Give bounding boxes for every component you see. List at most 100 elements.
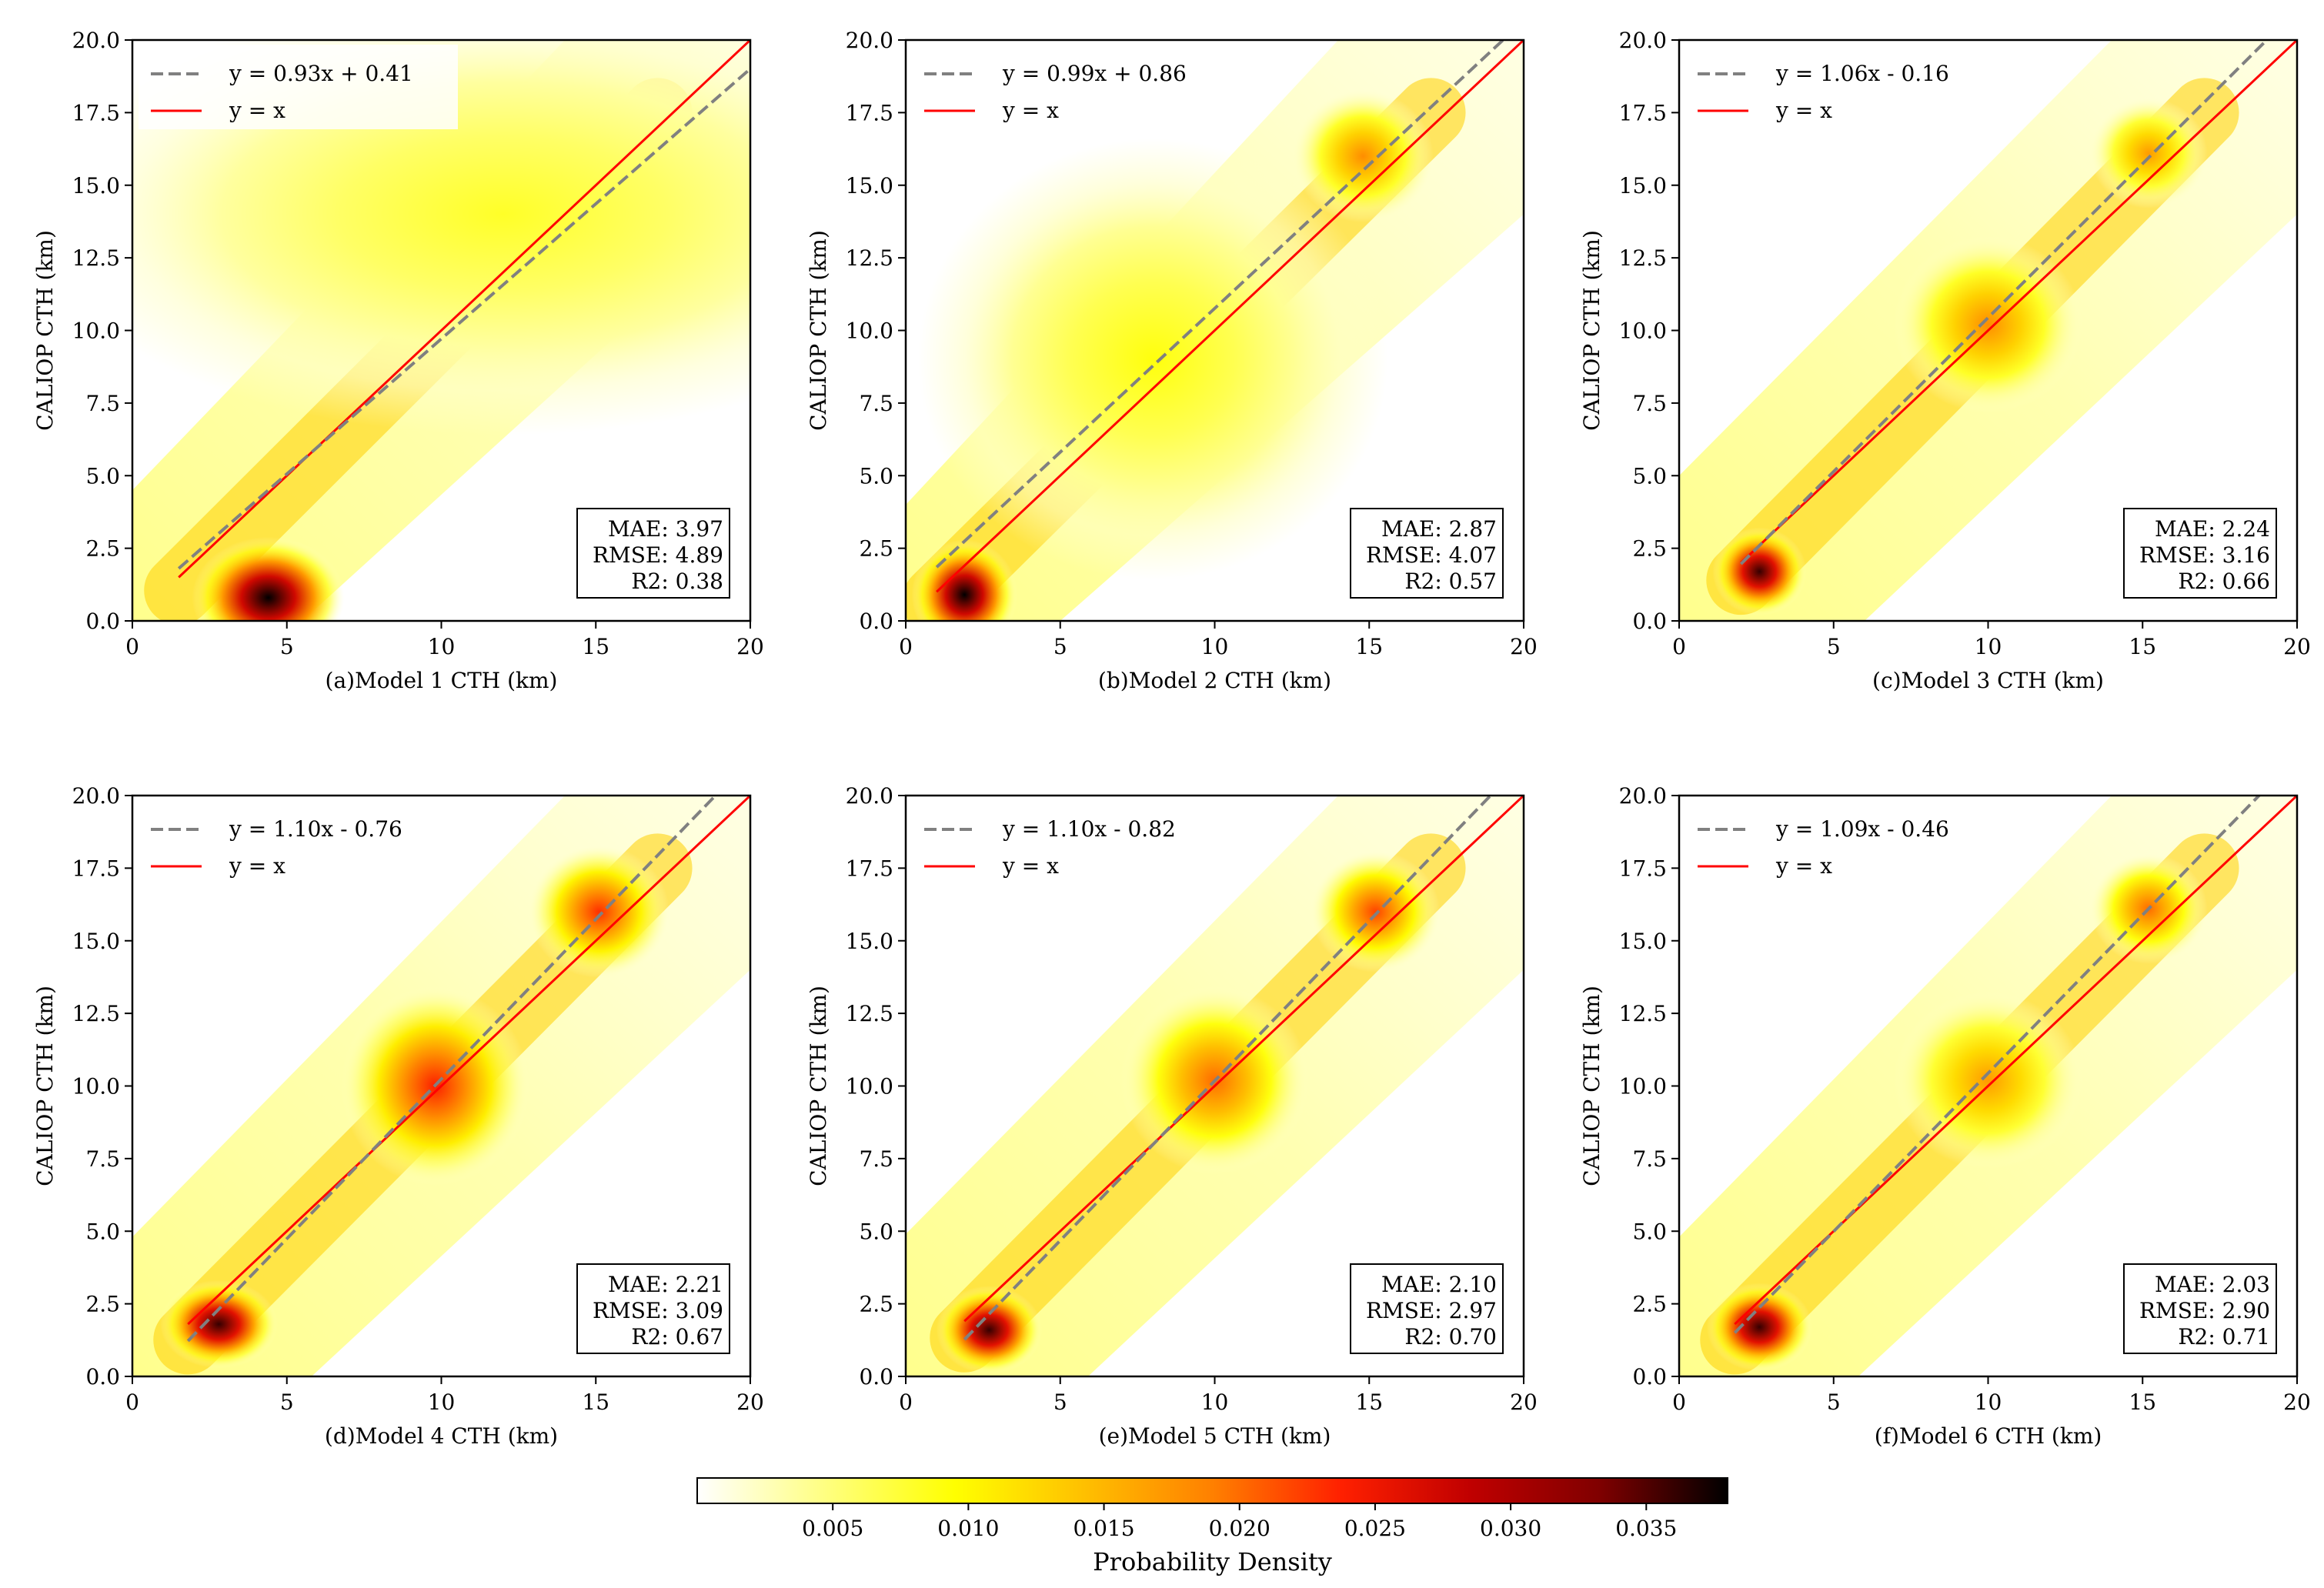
x-tick-label: 10 <box>1201 1390 1229 1415</box>
density-peak <box>918 138 1388 581</box>
stat-mae: MAE: 2.10 <box>1381 1272 1497 1297</box>
y-tick-label: 2.5 <box>1632 536 1667 562</box>
x-tick-label: 5 <box>280 1390 294 1415</box>
fit-line <box>1739 40 2269 565</box>
identity-line <box>187 796 750 1326</box>
colorbar-tick-label: 0.020 <box>1209 1516 1271 1541</box>
fit-line <box>963 796 1493 1341</box>
x-tick-label: 10 <box>1975 634 2002 659</box>
x-tick-label: 0 <box>899 634 913 659</box>
x-tick-label: 0 <box>1672 1390 1686 1415</box>
legend-identity-label: y = x <box>229 853 285 879</box>
density-peak <box>160 1279 278 1369</box>
legend-fit-label: y = 1.10x - 0.82 <box>1002 816 1176 842</box>
x-tick-label: 10 <box>428 634 456 659</box>
y-tick-label: 15.0 <box>72 173 120 198</box>
stat-mae: MAE: 2.24 <box>2155 516 2270 542</box>
legend: y = 1.10x - 0.76 y = x <box>139 800 458 885</box>
identity-line <box>963 796 1524 1323</box>
stat-mae: MAE: 3.97 <box>608 516 723 542</box>
y-tick-label: 20.0 <box>72 28 120 53</box>
density-area <box>1679 796 2297 1376</box>
x-tick-label: 0 <box>125 634 139 659</box>
stat-rmse: RMSE: 4.89 <box>593 542 723 568</box>
y-tick-label: 7.5 <box>85 1146 120 1172</box>
legend: y = 0.99x + 0.86 y = x <box>912 45 1231 129</box>
density-area <box>132 40 750 621</box>
x-axis-label: (a)Model 1 CTH (km) <box>326 668 558 693</box>
y-tick-label: 5.0 <box>859 463 893 489</box>
legend-identity-label: y = x <box>1002 98 1059 123</box>
y-tick-label: 10.0 <box>1619 1074 1667 1099</box>
x-tick-label: 20 <box>1510 1390 1538 1415</box>
identity-line <box>1740 40 2297 564</box>
y-tick-label: 20.0 <box>72 783 120 809</box>
y-tick-label: 12.5 <box>846 245 893 271</box>
y-tick-label: 12.5 <box>72 245 120 271</box>
identity-line <box>936 40 1524 593</box>
colorbar-tick-label: 0.030 <box>1480 1516 1541 1541</box>
density-area <box>132 796 750 1376</box>
y-axis-label: CALIOP CTH (km) <box>32 986 58 1186</box>
stat-r2: R2: 0.66 <box>2178 569 2270 594</box>
x-tick-label: 0 <box>899 1390 913 1415</box>
x-tick-label: 15 <box>582 634 609 659</box>
legend: y = 1.06x - 0.16 y = x <box>1685 45 2005 129</box>
fit-line <box>177 67 750 570</box>
y-axis-label: CALIOP CTH (km) <box>32 230 58 431</box>
y-tick-label: 17.5 <box>72 856 120 881</box>
legend-identity-label: y = x <box>229 98 285 123</box>
legend-fit-label: y = 1.09x - 0.46 <box>1775 816 1949 842</box>
stat-r2: R2: 0.57 <box>1404 569 1497 594</box>
x-tick-label: 20 <box>2283 634 2311 659</box>
x-tick-label: 20 <box>2283 1390 2311 1415</box>
y-tick-label: 20.0 <box>846 28 893 53</box>
colorbar: 0.005 0.010 0.015 0.020 0.025 0.030 0.035 Proba… <box>696 1477 1728 1576</box>
legend-identity-label: y = x <box>1002 853 1059 879</box>
legend: y = 1.10x - 0.82 y = x <box>912 800 1231 885</box>
y-axis-label: CALIOP CTH (km) <box>1579 986 1604 1186</box>
density-area <box>906 796 1524 1376</box>
stat-rmse: RMSE: 2.90 <box>2139 1298 2270 1323</box>
y-tick-label: 15.0 <box>72 929 120 954</box>
fit-line <box>935 40 1506 569</box>
density-peak <box>132 40 750 435</box>
stat-mae: MAE: 2.87 <box>1381 516 1497 542</box>
y-tick-label: 5.0 <box>1632 1219 1667 1244</box>
legend-fit-label: y = 1.10x - 0.76 <box>229 816 402 842</box>
y-tick-label: 2.5 <box>859 536 893 562</box>
colorbar-label: Probability Density <box>1093 1547 1332 1576</box>
y-axis-label: CALIOP CTH (km) <box>806 986 831 1186</box>
legend-identity-label: y = x <box>1775 98 1832 123</box>
y-tick-label: 12.5 <box>1619 1001 1667 1026</box>
y-tick-label: 17.5 <box>846 100 893 125</box>
y-tick-label: 0.0 <box>85 609 120 634</box>
y-tick-label: 12.5 <box>1619 245 1667 271</box>
y-tick-label: 17.5 <box>1619 856 1667 881</box>
y-tick-label: 2.5 <box>85 536 120 562</box>
y-tick-label: 0.0 <box>859 609 893 634</box>
x-axis-label: (b)Model 2 CTH (km) <box>1098 668 1331 693</box>
y-tick-label: 15.0 <box>846 929 893 954</box>
y-tick-label: 7.5 <box>1632 391 1667 416</box>
legend: y = 0.93x + 0.41 y = x <box>139 45 458 129</box>
x-axis-label: (d)Model 4 CTH (km) <box>325 1423 558 1449</box>
stat-r2: R2: 0.67 <box>631 1324 723 1349</box>
colorbar-tick-label: 0.035 <box>1615 1516 1677 1541</box>
legend: y = 1.09x - 0.46 y = x <box>1685 800 2005 885</box>
x-tick-label: 15 <box>2129 1390 2156 1415</box>
legend-fit-label: y = 1.06x - 0.16 <box>1775 61 1949 86</box>
y-tick-label: 0.0 <box>859 1364 893 1390</box>
y-tick-label: 17.5 <box>1619 100 1667 125</box>
legend-fit-label: y = 0.93x + 0.41 <box>229 61 413 86</box>
colorbar-tick-label: 0.025 <box>1344 1516 1406 1541</box>
legend-fit-label: y = 0.99x + 0.86 <box>1002 61 1187 86</box>
density-peak <box>1894 236 2082 413</box>
stat-rmse: RMSE: 3.16 <box>2139 542 2270 568</box>
